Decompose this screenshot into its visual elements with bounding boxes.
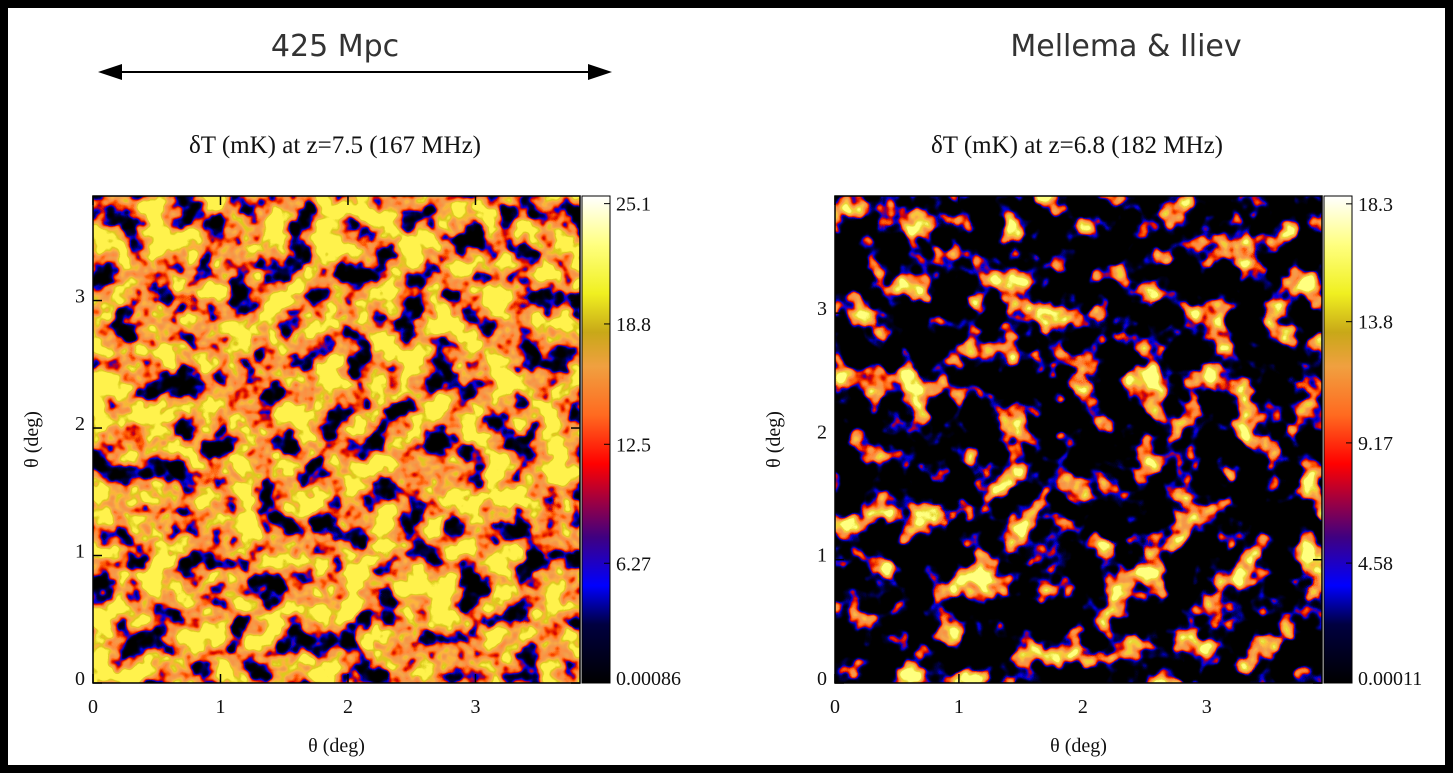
colorbar-tick-label: 18.3 [1358, 194, 1393, 216]
panel-title: δT (mK) at z=7.5 (167 MHz) [189, 132, 481, 159]
arrow-head [98, 64, 122, 80]
plot-frame [834, 195, 1323, 684]
x-tick-label: 2 [1078, 696, 1088, 718]
y-axis-label: θ (deg) [21, 411, 43, 468]
y-tick-label: 2 [75, 413, 85, 435]
y-tick-label: 0 [75, 668, 85, 690]
colorbar-tick-label: 0.00086 [616, 668, 681, 690]
colorbar-tick-label: 12.5 [616, 434, 651, 456]
x-tick-label: 0 [830, 696, 840, 718]
colorbar-tick-label: 25.1 [616, 194, 651, 216]
arrow-head [588, 64, 612, 80]
colorbar-tick-label: 4.58 [1358, 553, 1393, 575]
colorbar-tick-label: 18.8 [616, 314, 651, 336]
x-tick-label: 1 [954, 696, 964, 718]
colorbar [581, 195, 611, 684]
y-axis-label: θ (deg) [763, 411, 785, 468]
y-tick-label: 1 [817, 545, 827, 567]
x-axis-label: θ (deg) [1050, 735, 1107, 757]
colorbar [1323, 195, 1353, 684]
x-tick-label: 3 [1202, 696, 1212, 718]
colorbar-tick-label: 13.8 [1358, 312, 1393, 334]
colorbar-tick-label: 0.00011 [1358, 668, 1422, 690]
x-tick-label: 1 [215, 696, 225, 718]
plot-frame [92, 195, 581, 684]
heatmap-field [835, 196, 1322, 683]
y-tick-label: 1 [75, 541, 85, 563]
y-tick-label: 0 [817, 668, 827, 690]
y-tick-label: 3 [817, 298, 827, 320]
credit: Mellema & Iliev [1010, 29, 1241, 64]
heatmap-field [93, 196, 580, 683]
y-tick-label: 3 [75, 286, 85, 308]
x-tick-label: 0 [88, 696, 98, 718]
x-tick-label: 2 [343, 696, 353, 718]
panel-title: δT (mK) at z=6.8 (182 MHz) [931, 132, 1223, 159]
colorbar-tick-label: 9.17 [1358, 433, 1393, 455]
colorbar-tick-label: 6.27 [616, 553, 651, 575]
y-tick-label: 2 [817, 421, 827, 443]
x-tick-label: 3 [470, 696, 480, 718]
x-axis-label: θ (deg) [308, 735, 365, 757]
scale-label: 425 Mpc [271, 29, 399, 64]
